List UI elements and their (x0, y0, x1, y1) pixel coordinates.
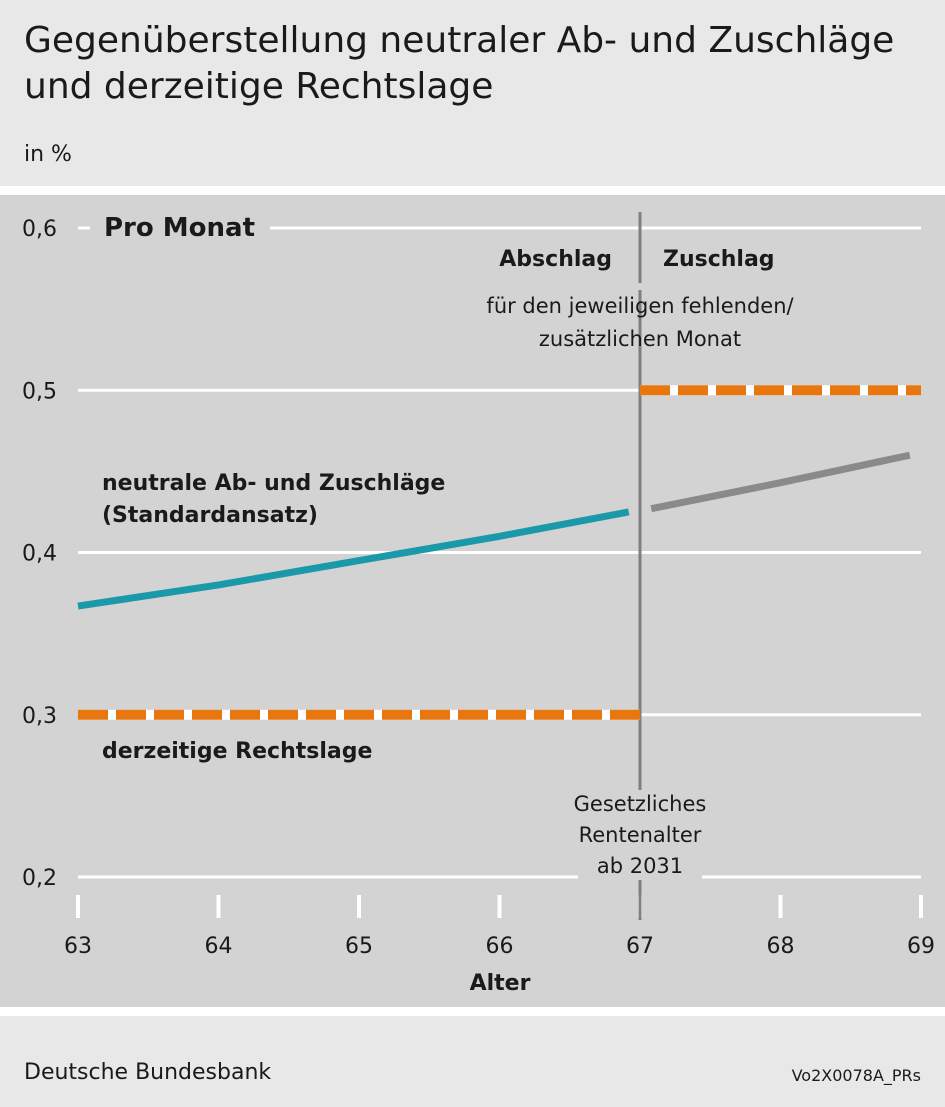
x-axis-label: Alter (470, 971, 531, 996)
y-tick-label-0-3: 0,3 (22, 704, 57, 729)
x-tick-label-63: 63 (64, 934, 92, 959)
x-tick-label-69: 69 (907, 934, 935, 959)
source-label: Deutsche Bundesbank (24, 1060, 272, 1085)
y-tick-label-0-2: 0,2 (22, 866, 57, 891)
x-tick-label-66: 66 (486, 934, 514, 959)
neutral-label-line-1: neutrale Ab- und Zuschläge (102, 471, 445, 496)
retirement-label-line-3: ab 2031 (597, 854, 683, 878)
series-group (77, 385, 921, 720)
title-line-2: und derzeitige Rechtslage (24, 66, 494, 107)
neutral-series-segment-0 (77, 508, 630, 610)
retirement-label-line-1: Gesetzliches (574, 792, 707, 816)
chart-code: Vo2X0078A_PRs (791, 1066, 921, 1085)
plot-background (0, 195, 945, 1007)
region-note-line-2: zusätzlichen Monat (539, 327, 741, 351)
y-tick-label-0-4: 0,4 (22, 542, 57, 567)
top-divider (0, 186, 945, 195)
abschlag-label: Abschlag (499, 247, 612, 272)
zuschlag-label: Zuschlag (663, 247, 775, 272)
region-note-line-1: für den jeweiligen fehlenden/ (486, 294, 794, 318)
x-tick-label-68: 68 (767, 934, 795, 959)
unit-label: in % (24, 142, 72, 167)
y-tick-label-0-5: 0,5 (22, 379, 57, 404)
y-tick-label-0-6: 0,6 (22, 217, 57, 242)
x-tick-label-67: 67 (626, 934, 654, 959)
neutral-series-segment-1 (650, 451, 911, 513)
retirement-label-line-2: Rentenalter (579, 823, 702, 847)
chart-title: Gegenüberstellung neutraler Ab- und Zusc… (24, 18, 924, 110)
chart-subtitle: Pro Monat (104, 213, 255, 243)
bottom-divider (0, 1007, 945, 1016)
y-tick-labels: 0,2 0,3 0,4 0,5 0,6 (22, 217, 57, 891)
title-line-1: Gegenüberstellung neutraler Ab- und Zusc… (24, 20, 895, 61)
gridlines (78, 226, 921, 879)
current-law-label: derzeitige Rechtslage (102, 739, 372, 764)
neutral-label-line-2: (Standardansatz) (102, 503, 318, 528)
x-ticks (76, 895, 923, 918)
x-tick-label-65: 65 (345, 934, 373, 959)
x-tick-labels: 63 64 65 66 67 68 69 (64, 934, 935, 959)
x-tick-label-64: 64 (205, 934, 233, 959)
